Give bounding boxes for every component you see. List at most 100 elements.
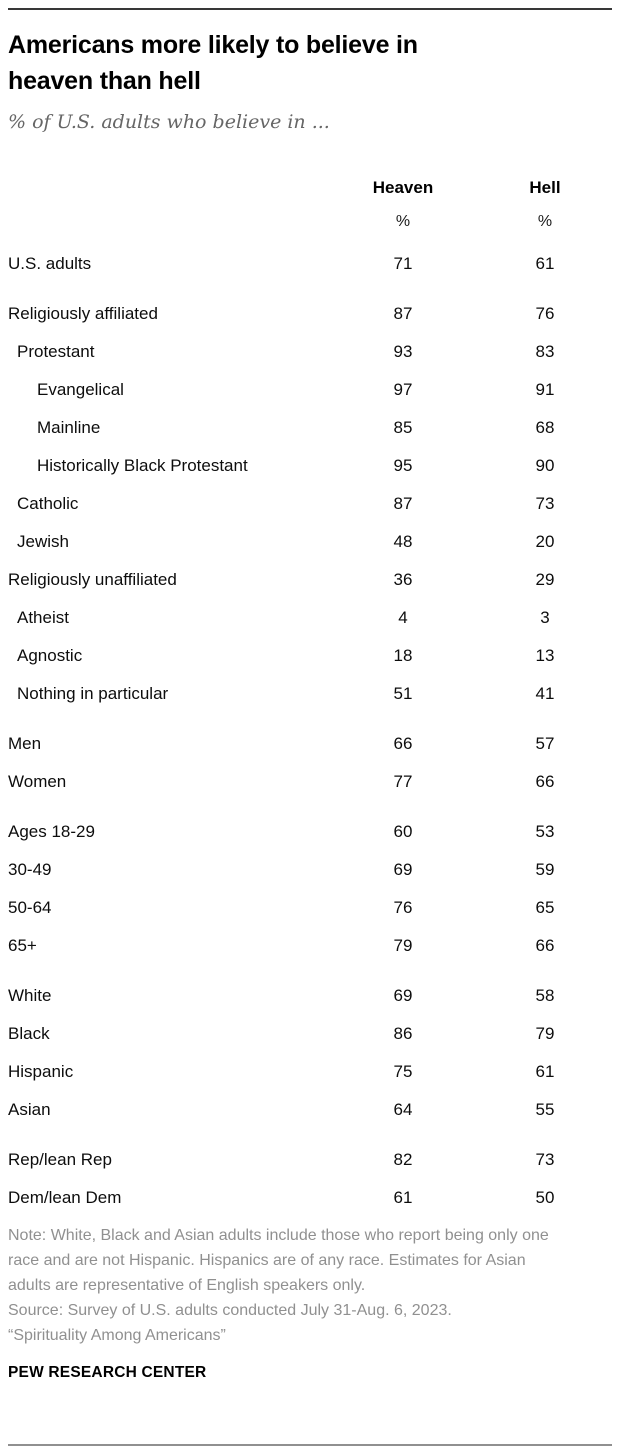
heaven-value: 95 [393,456,413,475]
table-row: Evangelical 97 91 [0,371,620,409]
row-label: Hispanic [8,1062,74,1081]
row-label: 30-49 [8,860,52,879]
table-row: Dem/lean Dem 61 50 [0,1179,620,1217]
table-row: 50-64 76 65 [0,889,620,927]
row-label: Rep/lean Rep [8,1150,112,1169]
hell-value: 91 [535,380,555,399]
table-row: White 69 58 [0,977,620,1015]
table-row: 65+ 79 66 [0,927,620,965]
hell-value: 61 [535,254,555,273]
table-row: Atheist 4 3 [0,599,620,637]
group-gap [0,1129,620,1141]
heaven-value: 71 [393,254,413,273]
row-label: 65+ [8,936,37,955]
table-row: Agnostic 18 13 [0,637,620,675]
table-row: Hispanic 75 61 [0,1053,620,1091]
table-row: Men 66 57 [0,725,620,763]
table-row: Religiously affiliated 87 76 [0,295,620,333]
percent-row: % % [0,211,620,233]
heaven-value: 97 [393,380,413,399]
row-label: Agnostic [17,646,83,665]
table-row: Historically Black Protestant 95 90 [0,447,620,485]
table-row: Catholic 87 73 [0,485,620,523]
hell-value: 41 [535,684,555,703]
heaven-value: 85 [393,418,413,437]
group-gap [0,283,620,295]
row-label: Religiously unaffiliated [8,570,177,589]
row-label: Asian [8,1100,51,1119]
source-text: Source: Survey of U.S. adults conducted … [8,1302,452,1319]
table-rows: U.S. adults 71 61 Religiously affiliated 87 7… [0,245,620,1217]
heaven-value: 69 [393,986,413,1005]
hell-value: 68 [535,418,555,437]
row-label: Historically Black Protestant [37,456,248,475]
hell-value: 59 [535,860,555,879]
column-header-heaven: Heaven [372,178,434,197]
hell-value: 50 [535,1188,555,1207]
title-line-2: heaven than hell [8,67,201,95]
hell-value: 58 [535,986,555,1005]
footnotes: Note: White, Black and Asian adults incl… [8,1223,553,1348]
row-label: Nothing in particular [17,684,169,703]
hell-value: 29 [535,570,555,589]
hell-value: 20 [535,532,555,551]
hell-value: 3 [540,608,550,627]
table-row: Nothing in particular 51 41 [0,675,620,713]
heaven-value: 48 [393,532,413,551]
top-rule [8,8,612,10]
bottom-rule [8,1444,612,1446]
row-label: Evangelical [37,380,124,399]
heaven-value: 51 [393,684,413,703]
header-spacer [0,177,358,199]
page-title: Americans more likely to believe in heav… [8,27,612,99]
percent-spacer [0,211,358,233]
hell-value: 73 [535,1150,555,1169]
table-row: Mainline 85 68 [0,409,620,447]
row-label: U.S. adults [8,254,92,273]
heaven-value: 76 [393,898,413,917]
heaven-value: 4 [398,608,408,627]
group-gap [0,713,620,725]
hell-value: 76 [535,304,555,323]
hell-value: 66 [535,772,555,791]
heaven-value: 79 [393,936,413,955]
hell-value: 57 [535,734,555,753]
heaven-value: 60 [393,822,413,841]
row-label: Women [8,772,67,791]
row-label: Mainline [37,418,101,437]
heaven-value: 61 [393,1188,413,1207]
table-row: Women 77 66 [0,763,620,801]
hell-value: 53 [535,822,555,841]
heaven-value: 69 [393,860,413,879]
table-row: U.S. adults 71 61 [0,245,620,283]
heaven-value: 82 [393,1150,413,1169]
heaven-value: 64 [393,1100,413,1119]
group-gap [0,965,620,977]
hell-value: 13 [535,646,555,665]
table-row: Jewish 48 20 [0,523,620,561]
percent-symbol-heaven: % [395,213,411,230]
column-header-hell: Hell [529,178,561,197]
note-text: Note: White, Black and Asian adults incl… [8,1227,549,1294]
heaven-value: 36 [393,570,413,589]
hell-value: 61 [535,1062,555,1081]
row-label: Atheist [17,608,69,627]
table-row: Ages 18-29 60 53 [0,813,620,851]
title-line-1: Americans more likely to believe in [8,31,418,59]
table-row: Asian 64 55 [0,1091,620,1129]
heaven-value: 86 [393,1024,413,1043]
row-label: Ages 18-29 [8,822,95,841]
hell-value: 55 [535,1100,555,1119]
chart-subtitle: % of U.S. adults who believe in ... [8,111,330,133]
row-label: Dem/lean Dem [8,1188,122,1207]
hell-value: 73 [535,494,555,513]
heaven-value: 87 [393,494,413,513]
row-label: White [8,986,52,1005]
hell-value: 79 [535,1024,555,1043]
heaven-value: 66 [393,734,413,753]
heaven-value: 18 [393,646,413,665]
heaven-value: 93 [393,342,413,361]
row-label: Catholic [17,494,79,513]
table-row: Religiously unaffiliated 36 29 [0,561,620,599]
